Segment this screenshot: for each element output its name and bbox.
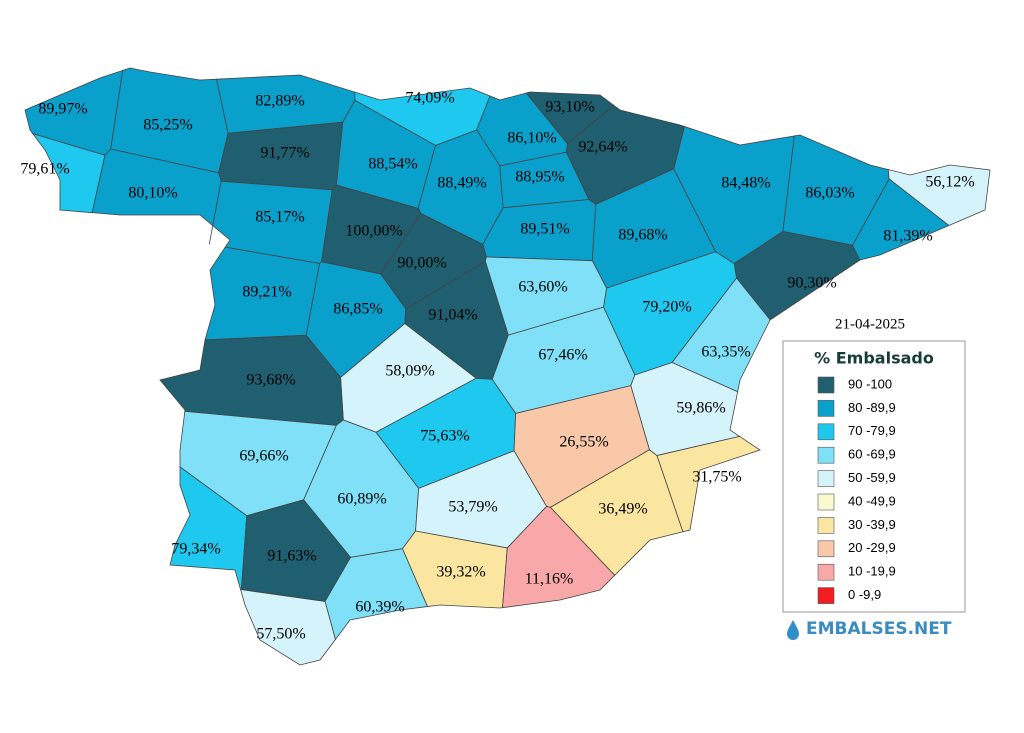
legend-label: 40 -49,9 <box>848 493 896 508</box>
region-label: 82,89% <box>255 93 304 110</box>
region-label: 92,64% <box>578 139 627 156</box>
legend-swatch <box>817 493 835 511</box>
legend-swatch <box>817 563 835 581</box>
legend-swatch <box>817 376 835 394</box>
region-label: 79,61% <box>20 161 69 178</box>
region-label: 85,25% <box>143 117 192 134</box>
region-label: 89,51% <box>520 221 569 238</box>
region-label: 58,09% <box>385 363 434 380</box>
date: 21-04-2025 <box>835 316 905 332</box>
region-label: 81,39% <box>883 228 932 245</box>
region-label: 86,03% <box>805 185 854 202</box>
region-label: 26,55% <box>559 434 608 451</box>
region-label: 31,75% <box>692 469 741 486</box>
legend-label: 20 -29,9 <box>848 540 896 555</box>
legend-label: 10 -19,9 <box>848 564 896 579</box>
region-label: 80,10% <box>128 185 177 202</box>
region-label: 53,79% <box>448 499 497 516</box>
region-label: 90,00% <box>397 255 446 272</box>
region <box>91 148 222 245</box>
region-label: 91,04% <box>428 307 477 324</box>
legend-label: 50 -59,9 <box>848 470 896 485</box>
region-labels: 89,97% 85,25% 82,89% 74,09% 93,10% 79,61% 91,7… <box>20 90 974 643</box>
region-label: 89,21% <box>242 284 291 301</box>
region-label: 85,17% <box>255 209 304 226</box>
legend-box <box>782 340 966 613</box>
region-label: 100,00% <box>345 223 402 240</box>
legend-label: 80 -89,9 <box>848 400 896 415</box>
legend-swatch <box>817 423 835 441</box>
region <box>240 589 336 666</box>
region-label: 60,39% <box>355 599 404 616</box>
regions <box>24 67 991 666</box>
region-label: 88,95% <box>515 169 564 186</box>
legend-label: 60 -69,9 <box>848 447 896 462</box>
region-label: 79,34% <box>171 541 220 558</box>
legend-label: 30 -39,9 <box>848 517 896 532</box>
region-label: 84,48% <box>721 175 770 192</box>
legend-swatch <box>817 587 835 604</box>
legend-swatch <box>817 540 835 558</box>
region-label: 74,09% <box>405 90 454 107</box>
legend-label: 70 -79,9 <box>848 423 896 438</box>
region-label: 39,32% <box>436 564 485 581</box>
region-label: 89,68% <box>618 227 667 244</box>
legend-swatch <box>817 446 835 464</box>
region-label: 93,10% <box>545 99 594 116</box>
region-label: 91,63% <box>267 548 316 565</box>
region-label: 88,49% <box>437 175 486 192</box>
legend-label: 90 -100 <box>848 376 892 391</box>
region-label: 86,85% <box>333 301 382 318</box>
region-label: 88,54% <box>368 156 417 173</box>
region-label: 75,63% <box>420 428 469 445</box>
legend-label: 0 -9,9 <box>848 587 881 602</box>
region <box>502 505 616 609</box>
legend-swatch <box>817 400 835 417</box>
region-label: 57,50% <box>256 626 305 643</box>
legend-title: % Embalsado <box>814 349 934 368</box>
legend-swatch <box>817 470 835 487</box>
region-label: 59,86% <box>676 400 725 417</box>
region-label: 63,60% <box>518 279 567 296</box>
region-label: 36,49% <box>598 501 647 518</box>
region-label: 63,35% <box>701 344 750 361</box>
region-label: 93,68% <box>246 372 295 389</box>
region-label: 90,30% <box>787 275 836 292</box>
region-label: 79,20% <box>642 299 691 316</box>
legend-items: 90 -100 80 -89,9 70 -79,9 60 -69,9 50 -59,9 4… <box>817 376 896 604</box>
region-label: 69,66% <box>239 448 288 465</box>
region-label: 60,89% <box>337 491 386 508</box>
region-label: 56,12% <box>925 174 974 191</box>
region-label: 89,97% <box>38 101 87 118</box>
region-label: 91,77% <box>260 145 309 162</box>
logo: EMBALSES.NET <box>806 619 952 639</box>
region-label: 11,16% <box>525 571 574 588</box>
region-label: 86,10% <box>507 130 556 147</box>
legend-swatch <box>817 517 835 534</box>
logo-drop <box>787 620 799 640</box>
region-label: 67,46% <box>538 347 587 364</box>
